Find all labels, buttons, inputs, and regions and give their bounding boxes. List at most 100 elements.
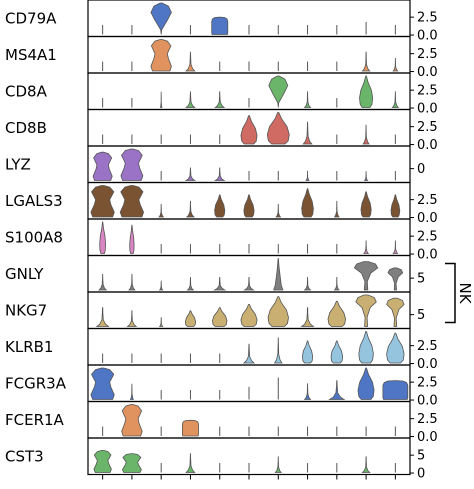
violin-lgals3-5 [243, 194, 255, 218]
violin-s100a8-1 [129, 224, 135, 254]
violin-cst3-1 [121, 453, 142, 473]
violin-lgals3-0 [90, 185, 115, 218]
violin-ms4a1-10 [392, 58, 399, 72]
ytick-label-lyz: 0 [417, 162, 425, 177]
ytick-label-cst3: 5 [417, 449, 425, 464]
violin-nkg7-7 [300, 307, 315, 327]
violin-gnly-3 [186, 277, 195, 291]
ytick-label-lgals3: 2.5 [417, 193, 438, 208]
ytick-label-klrb1: 0.0 [417, 357, 438, 372]
violin-nkg7-3 [184, 310, 197, 327]
violin-cst3-6 [274, 456, 283, 473]
violin-cd79a-4 [211, 16, 229, 35]
violin-lgals3-8 [333, 200, 340, 218]
violin-cd8a-4 [214, 91, 226, 108]
violin-lgals3-4 [214, 194, 226, 218]
violin-lgals3-1 [119, 185, 145, 218]
violin-cst3-3 [185, 453, 196, 473]
nk-bracket [445, 262, 456, 324]
ytick-label-cd8b: 0.0 [417, 138, 438, 153]
violin-fcgr3a-7 [303, 383, 312, 400]
ytick-label-lgals3: 0.0 [417, 211, 438, 226]
violin-nkg7-9 [355, 294, 377, 327]
violin-ms4a1-2 [150, 39, 172, 72]
gene-label-cd8a: CD8A [5, 82, 48, 100]
violin-cd79a-2 [150, 2, 172, 35]
ytick-label-ms4a1: 0.0 [417, 65, 438, 80]
violin-cst3-0 [93, 450, 112, 473]
ytick-label-cd79a: 2.5 [417, 11, 438, 26]
violin-lgals3-2 [158, 204, 165, 218]
gene-label-cst3: CST3 [5, 447, 44, 465]
ytick-label-cd8b: 2.5 [417, 120, 438, 135]
violin-cd8b-7 [302, 121, 313, 145]
violin-fcgr3a-9 [357, 367, 375, 400]
ytick-label-klrb1: 2.5 [417, 339, 438, 354]
violin-nkg7-2 [158, 317, 164, 327]
violin-s100a8-0 [99, 221, 107, 254]
violin-klrb1-8 [330, 340, 344, 364]
violin-gnly-6 [273, 258, 284, 291]
ytick-label-fcer1a: 2.5 [417, 412, 438, 427]
violin-fcer1a-3 [182, 419, 199, 437]
violin-cd8a-3 [185, 91, 196, 108]
gene-label-gnly: GNLY [5, 265, 44, 283]
violin-nkg7-5 [240, 304, 258, 327]
violin-nkg7-4 [211, 307, 228, 327]
violin-klrb1-5 [242, 343, 256, 364]
violin-cd8a-7 [303, 91, 312, 108]
ytick-label-s100a8: 2.5 [417, 230, 438, 245]
violin-lgals3-9 [360, 191, 372, 218]
violin-nkg7-6 [267, 296, 289, 327]
violin-cd8b-5 [240, 115, 258, 145]
violin-nkg7-1 [126, 310, 138, 327]
ytick-label-cd8a: 2.5 [417, 84, 438, 99]
violin-lyz-0 [92, 151, 113, 181]
violin-cd8b-9 [362, 124, 370, 145]
ytick-label-cd8a: 0.0 [417, 102, 438, 117]
violin-klrb1-9 [358, 331, 374, 364]
violin-ms4a1-3 [185, 51, 196, 72]
ytick-label-cd79a: 0.0 [417, 29, 438, 44]
violin-gnly-1 [128, 273, 136, 291]
violin-cd8a-6 [268, 75, 289, 108]
violin-lyz-1 [120, 148, 144, 181]
nk-annotation-label: NK [456, 282, 474, 304]
violin-gnly-2 [158, 280, 164, 291]
ytick-label-fcer1a: 0.0 [417, 430, 438, 445]
violin-fcgr3a-0 [90, 367, 115, 400]
violin-s100a8-10 [392, 240, 399, 254]
violin-nkg7-0 [95, 307, 110, 327]
violin-klrb1-7 [301, 340, 314, 364]
violin-cd8a-9 [359, 75, 374, 108]
violin-cd8b-6 [266, 112, 290, 145]
violin-gnly-9 [353, 261, 379, 291]
ytick-label-ms4a1: 2.5 [417, 47, 438, 62]
violin-nkg7-10 [386, 297, 405, 327]
violin-lyz-9 [363, 171, 369, 181]
gene-label-lgals3: LGALS3 [5, 192, 63, 210]
violin-fcgr3a-10 [382, 380, 409, 400]
violin-klrb1-10 [386, 332, 405, 364]
violin-klrb1-6 [273, 337, 283, 364]
violin-lyz-3 [184, 167, 197, 181]
ytick-label-fcgr3a: 2.5 [417, 376, 438, 391]
violin-lgals3-3 [185, 200, 196, 218]
violin-gnly-4 [213, 277, 227, 291]
violin-nkg7-8 [327, 300, 347, 327]
gene-label-fcer1a: FCER1A [5, 411, 65, 429]
violin-cst3-9 [361, 456, 371, 473]
gene-label-lyz: LYZ [5, 155, 31, 173]
gene-label-klrb1: KLRB1 [5, 338, 53, 356]
violin-lgals3-6 [275, 204, 282, 218]
violin-gnly-10 [387, 267, 404, 291]
violin-cd8a-2 [160, 91, 163, 108]
violin-fcgr3a-8 [328, 380, 346, 400]
ytick-label-cst3: 0 [417, 467, 425, 482]
ytick-label-gnly: 5 [417, 272, 425, 287]
violin-gnly-7 [303, 277, 312, 291]
violin-s100a8-9 [363, 240, 370, 254]
violin-gnly-0 [98, 273, 108, 291]
violin-lyz-4 [214, 167, 226, 181]
